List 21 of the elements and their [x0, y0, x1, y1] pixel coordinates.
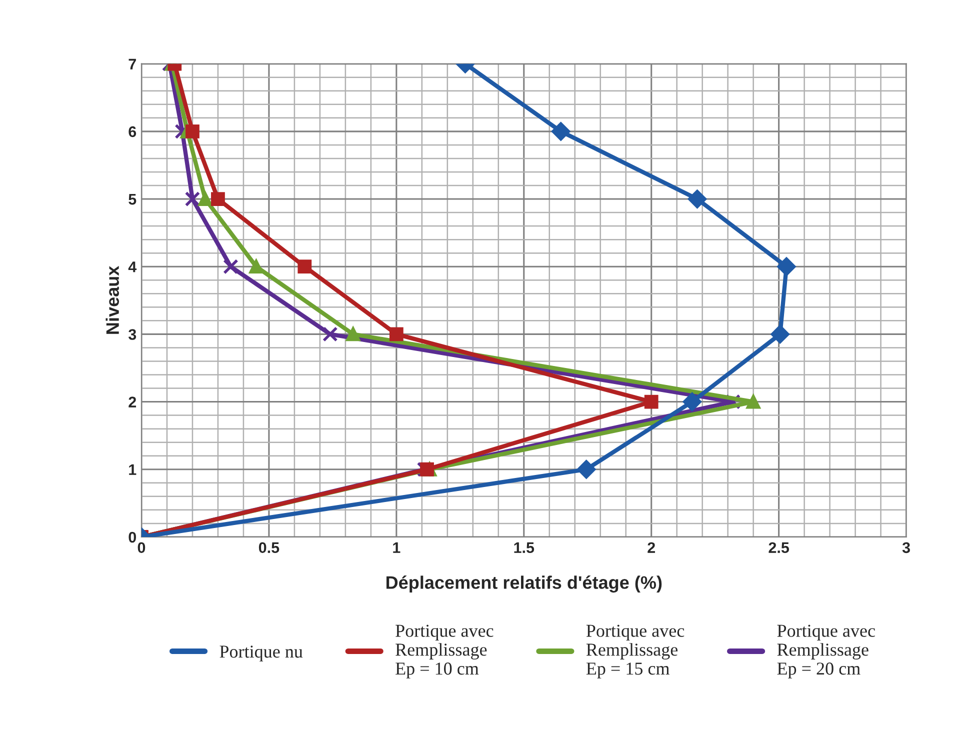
y-tick-label: 2 — [128, 396, 136, 408]
x-tick-label: 2.5 — [768, 542, 790, 554]
legend-label: Portique avec Remplissage Ep = 10 cm — [396, 624, 494, 678]
x-tick-label: 0 — [138, 542, 146, 554]
x-tick-label: 1.5 — [514, 542, 534, 554]
legend-label: Portique avec Remplissage Ep = 20 cm — [777, 624, 875, 678]
x-tick-label: 2 — [648, 542, 655, 553]
legend-label: Portique nu — [220, 646, 303, 662]
y-tick-label: 0 — [128, 532, 136, 543]
x-tick-label: 3 — [902, 542, 910, 554]
x-axis-title: Déplacement relatifs d'étage (%) — [386, 576, 662, 593]
y-tick-label: 1 — [129, 464, 136, 475]
y-tick-label: 3 — [128, 329, 136, 340]
y-axis-title: Niveaux — [106, 266, 120, 334]
y-tick-label: 6 — [128, 126, 136, 138]
y-tick-label: 5 — [128, 194, 136, 205]
legend-label: Portique avec Remplissage Ep = 15 cm — [586, 624, 684, 678]
y-tick-label: 7 — [128, 58, 136, 70]
x-tick-label: 1 — [393, 542, 400, 553]
x-tick-label: 0.5 — [258, 542, 280, 554]
y-tick-label: 4 — [128, 262, 137, 272]
